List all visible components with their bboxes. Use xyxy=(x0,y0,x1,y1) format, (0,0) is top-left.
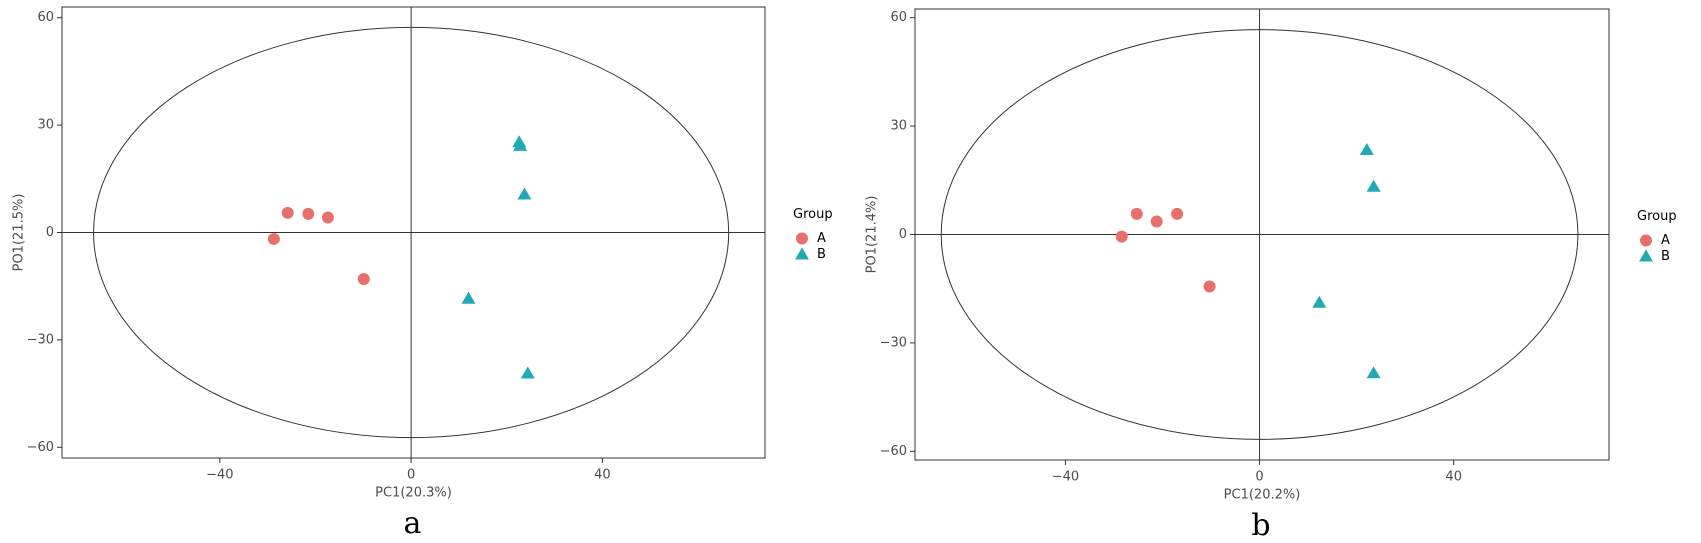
y-tick-label: 60 xyxy=(37,10,54,25)
point xyxy=(1171,207,1184,220)
legend-label: A xyxy=(817,231,826,246)
y-axis-label: PO1(21.4%) xyxy=(865,196,880,274)
x-tick-label: −40 xyxy=(206,468,233,483)
point xyxy=(1130,207,1143,220)
y-axis-label: PO1(21.5%) xyxy=(12,194,27,272)
x-axis-label: PC1(20.3%) xyxy=(375,486,452,501)
point xyxy=(357,273,370,286)
point xyxy=(520,366,535,379)
x-tick-label: −40 xyxy=(1052,470,1079,485)
legend-label: A xyxy=(1661,233,1670,248)
legend-label: B xyxy=(817,247,826,262)
x-tick-label: 40 xyxy=(1445,470,1462,485)
y-tick-label: 30 xyxy=(890,119,907,134)
y-tick-label: −30 xyxy=(880,335,907,350)
point xyxy=(1366,366,1381,379)
point xyxy=(1366,179,1381,192)
caption: a xyxy=(404,506,422,541)
point xyxy=(1359,142,1374,155)
y-tick-label: 0 xyxy=(46,225,54,240)
point xyxy=(1203,280,1216,293)
legend-marker xyxy=(1639,249,1653,262)
caption: b xyxy=(1251,508,1270,543)
x-tick-label: 0 xyxy=(407,468,415,483)
legend-label: B xyxy=(1661,249,1670,264)
point xyxy=(1150,215,1163,228)
legend-marker xyxy=(796,232,808,245)
y-tick-label: 0 xyxy=(899,227,907,242)
x-axis-label: PC1(20.2%) xyxy=(1224,488,1301,503)
point xyxy=(461,291,476,304)
x-tick-label: 0 xyxy=(1255,470,1263,485)
point xyxy=(281,206,294,219)
legend-marker xyxy=(795,247,809,260)
y-tick-label: −60 xyxy=(880,444,907,459)
point xyxy=(267,232,280,245)
legend-title: Group xyxy=(793,207,833,222)
y-tick-label: −60 xyxy=(27,440,54,455)
point xyxy=(1312,295,1327,308)
x-tick-label: 40 xyxy=(594,468,611,483)
legend-title: Group xyxy=(1637,209,1677,224)
confidence-ellipse xyxy=(940,29,1579,440)
legend-marker xyxy=(1640,234,1652,247)
y-tick-label: 60 xyxy=(890,10,907,25)
point xyxy=(302,207,315,220)
y-tick-label: −30 xyxy=(27,332,54,347)
point xyxy=(321,211,334,224)
point xyxy=(517,187,532,200)
confidence-ellipse xyxy=(93,26,730,439)
point xyxy=(513,138,528,151)
y-tick-label: 30 xyxy=(37,118,54,133)
point xyxy=(1115,230,1128,243)
